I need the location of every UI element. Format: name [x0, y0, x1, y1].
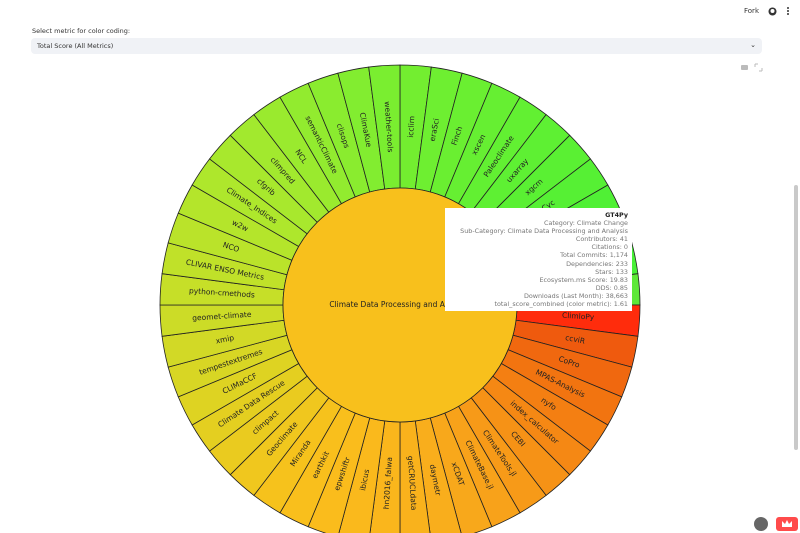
segment-label: icclim	[406, 116, 416, 138]
modebar	[741, 63, 763, 72]
tooltip-line: Contributors: 41	[575, 235, 628, 244]
tooltip-line: Total Commits: 1,174	[560, 251, 628, 260]
segment-label: ibicus	[358, 468, 371, 491]
tooltip-line: Category: Climate Change	[543, 219, 628, 228]
segment-label: geomet-climate	[192, 310, 252, 323]
hover-tooltip: GT4Py Category: Climate Change Sub-Catego…	[445, 208, 632, 311]
fork-button[interactable]: Fork	[744, 7, 759, 15]
segment-label: eraSci	[428, 118, 441, 143]
tooltip-line: Dependencies: 233	[566, 259, 628, 268]
tooltip-line: Stars: 133	[595, 267, 628, 276]
segment-label: weather-tools	[383, 101, 395, 153]
tooltip-line: Downloads (Last Month): 38,663	[523, 291, 628, 300]
select-chevron: ⌄	[750, 41, 756, 49]
segment-label: python-cmethods	[189, 286, 255, 299]
tooltip-line: Sub-Category: Climate Data Processing an…	[460, 227, 628, 236]
tooltip-title: GT4Py	[605, 211, 628, 219]
top-bar: Fork	[744, 6, 790, 16]
fullscreen-icon[interactable]	[754, 63, 763, 72]
camera-icon[interactable]	[741, 65, 748, 70]
segment-label: hn2016_falwa	[382, 457, 394, 510]
bottom-controls	[754, 517, 798, 531]
metric-select[interactable]: Total Score (All Metrics) ⌄	[31, 38, 762, 54]
tooltip-line: Ecosystem.ms Score: 19.83	[539, 275, 628, 284]
scrollbar[interactable]	[794, 185, 798, 450]
tooltip-line: total_score_combined (color metric): 1.6…	[494, 300, 628, 309]
segment-label: xmip	[215, 333, 235, 346]
center-label: Climate Data Processing and Analysis	[329, 300, 470, 309]
menu-button[interactable]	[786, 6, 790, 16]
select-value: Total Score (All Metrics)	[37, 42, 114, 50]
tooltip-line: DDS: 0.85	[595, 283, 628, 292]
avatar[interactable]	[754, 517, 768, 531]
segment-label: ClimloPy	[562, 311, 595, 322]
github-icon[interactable]	[768, 7, 777, 16]
tooltip-line: Citations: 0	[591, 243, 628, 252]
crown-icon	[782, 520, 792, 527]
select-label: Select metric for color coding:	[32, 27, 131, 35]
segment-label: ccviR	[564, 333, 585, 346]
segment-label: getCRUCLdata	[406, 456, 419, 511]
